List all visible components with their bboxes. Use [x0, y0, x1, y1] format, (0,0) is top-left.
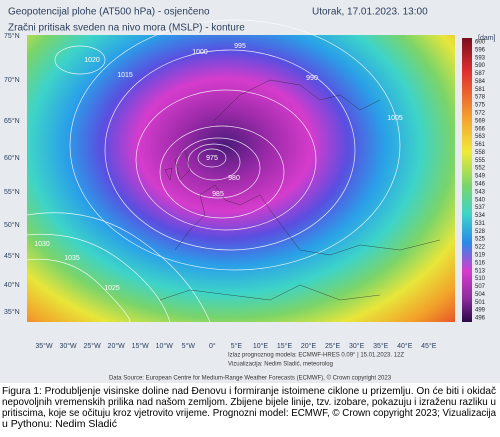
- longitude-label: 20°E: [301, 342, 317, 350]
- longitude-label: 35°E: [373, 342, 389, 350]
- colorbar-label: 555: [475, 158, 486, 164]
- isobar-label: 980: [228, 175, 240, 182]
- colorbar-label: 531: [475, 221, 486, 227]
- colorbar-label: 587: [475, 71, 486, 77]
- isobar-label: 1020: [84, 57, 100, 64]
- caption: Figura 1: Produbljenje visinske doline n…: [2, 385, 496, 430]
- colorbar-label: 546: [475, 182, 486, 188]
- latitude-label: 55°N: [4, 188, 20, 196]
- longitude-label: 25°E: [325, 342, 341, 350]
- isobar-label: 990: [306, 75, 318, 82]
- longitude-label: 35°W: [35, 342, 53, 350]
- longitude-label: 20°W: [108, 342, 126, 350]
- caption-line: pritiscima, koje se očituju kroz vjetrov…: [2, 407, 496, 419]
- author-note: Vizualizacija: Nedim Sladić, meteorolog: [228, 362, 333, 368]
- longitude-label: 15°W: [132, 342, 150, 350]
- colorbar-label: 516: [475, 260, 486, 266]
- coastlines: [159, 79, 441, 301]
- colorbar-label: 581: [475, 87, 486, 93]
- model-note: Izlaz prognoznog modela: ECMWF-HRES 0.09…: [228, 353, 404, 359]
- colorbar-label: 528: [475, 229, 486, 235]
- colorbar-label: 593: [475, 55, 486, 61]
- latitude-label: 40°N: [4, 281, 20, 289]
- isobars: [26, 19, 401, 323]
- latitude-label: 50°N: [4, 221, 20, 229]
- colorbar-label: 552: [475, 166, 486, 172]
- colorbar-label: 504: [475, 292, 486, 298]
- latitude-label: 60°N: [4, 154, 20, 162]
- colorbar-label: 584: [475, 79, 486, 85]
- colorbar-label: 537: [475, 205, 486, 211]
- colorbar-label: 522: [475, 245, 486, 251]
- colorbar-label: 543: [475, 189, 486, 195]
- colorbar-label: 540: [475, 197, 486, 203]
- colorbar-label: 600: [475, 40, 486, 46]
- colorbar-label: 590: [475, 63, 486, 69]
- longitude-label: 30°E: [349, 342, 365, 350]
- map: [26, 19, 455, 323]
- latitude-label: 35°N: [4, 308, 20, 316]
- colorbar-label: 501: [475, 300, 486, 306]
- isobar-label: 1030: [34, 241, 50, 248]
- isobar-label: 995: [234, 43, 246, 50]
- colorbar-label: 578: [475, 95, 486, 101]
- colorbar-label: 549: [475, 174, 486, 180]
- colorbar-unit: [dam]: [478, 35, 496, 42]
- colorbar-label: 558: [475, 150, 486, 156]
- isobar-label: 1035: [64, 255, 80, 262]
- isobar-label: 1000: [192, 49, 208, 56]
- colorbar-label: 507: [475, 284, 486, 290]
- colorbar-label: 510: [475, 276, 486, 282]
- colorbar-label: 513: [475, 268, 486, 274]
- longitude-label: 5°E: [231, 342, 243, 350]
- caption-line: Figura 1: Produbljenje visinske doline n…: [2, 385, 496, 397]
- colorbar-label: 596: [475, 47, 486, 53]
- title-line: Geopotencijal plohe (AT500 hPa) - osjenč…: [8, 7, 210, 18]
- source-note: Data Source: European Centre for Medium-…: [109, 375, 392, 382]
- colorbar-label: 525: [475, 237, 486, 243]
- geopotential-field: [27, 35, 455, 322]
- longitude-label: 0°: [209, 342, 216, 350]
- colorbar-label: 499: [475, 308, 486, 314]
- longitude-label: 45°E: [421, 342, 437, 350]
- latitude-label: 75°N: [4, 32, 20, 40]
- longitude-label: 40°E: [397, 342, 413, 350]
- longitude-label: 10°W: [156, 342, 174, 350]
- longitude-label: 5°W: [182, 342, 196, 350]
- isobar-label: 985: [212, 191, 224, 198]
- longitude-label: 10°E: [253, 342, 269, 350]
- colorbar-label: 496: [475, 316, 486, 322]
- title-line: Zračni pritisak sveden na nivo mora (MSL…: [8, 23, 245, 34]
- isobar-label: 1005: [387, 115, 403, 122]
- colorbar-label: 563: [475, 134, 486, 140]
- colorbar-label: 575: [475, 103, 486, 109]
- longitude-label: 25°W: [83, 342, 101, 350]
- date: Utorak, 17.01.2023. 13:00: [312, 7, 428, 18]
- colorbar-label: 566: [475, 126, 486, 132]
- isobar-label: 1025: [104, 285, 120, 292]
- colorbar-label: 572: [475, 111, 486, 117]
- colorbar-label: 519: [475, 253, 486, 259]
- isobar-label: 975: [206, 155, 218, 162]
- colorbar: [462, 38, 472, 322]
- longitude-label: 15°E: [277, 342, 293, 350]
- isobar-label: 1015: [117, 72, 133, 79]
- caption-line: u Pythonu: Nedim Sladić: [2, 418, 117, 430]
- latitude-label: 45°N: [4, 252, 20, 260]
- caption-line: nepovoljnih vremenskih prilika nad našom…: [2, 396, 496, 408]
- colorbar-label: 534: [475, 213, 486, 219]
- latitude-label: 65°N: [4, 117, 20, 125]
- longitude-label: 30°W: [59, 342, 77, 350]
- latitude-label: 70°N: [4, 76, 20, 84]
- colorbar-label: 561: [475, 142, 486, 148]
- colorbar-label: 569: [475, 118, 486, 124]
